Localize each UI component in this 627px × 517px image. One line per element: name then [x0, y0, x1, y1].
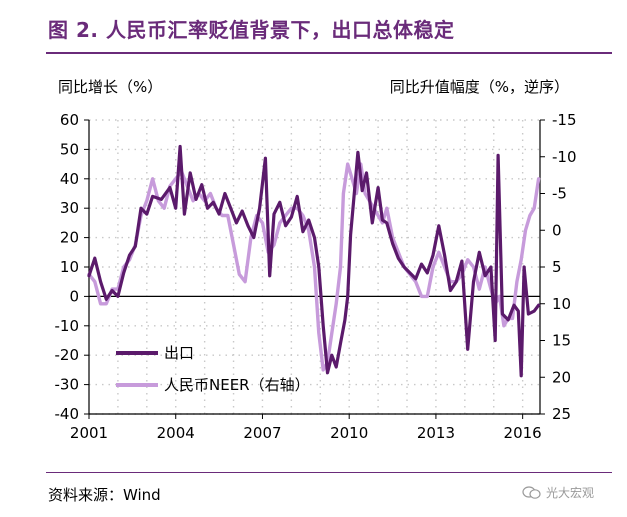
series-line-export: [87, 144, 541, 378]
right-tick-label: 20: [552, 368, 571, 386]
left-tick-label: 0: [69, 287, 79, 305]
left-tick-label: 20: [60, 229, 79, 247]
x-tick-label: 2013: [417, 424, 455, 442]
footer-divider: [46, 472, 612, 473]
x-tick-label: 2010: [330, 424, 368, 442]
left-tick-label: 30: [60, 199, 79, 217]
left-axis-label: 同比增长（%）: [58, 78, 162, 96]
left-tick-label: 60: [60, 111, 79, 129]
left-tick-label: -10: [55, 317, 80, 335]
legend-label: 出口: [164, 344, 194, 362]
line-chart: 同比增长（%） 同比升值幅度（%，逆序） 6050403020100-10-20…: [55, 78, 577, 442]
legend-label: 人民币NEER（右轴）: [164, 376, 310, 394]
wechat-icon: [522, 485, 541, 499]
tick-labels: 6050403020100-10-20-30-40-15-10-50510152…: [55, 111, 577, 442]
series-line-neer: [87, 162, 541, 372]
right-tick-label: -10: [552, 148, 577, 166]
axes: [84, 119, 545, 419]
watermark: 光大宏观: [522, 484, 594, 501]
title-divider: [46, 52, 612, 54]
right-axis-label: 同比升值幅度（%，逆序）: [390, 78, 569, 96]
right-tick-label: 15: [552, 332, 571, 350]
right-tick-label: 0: [552, 221, 562, 239]
x-tick-label: 2001: [70, 424, 108, 442]
left-tick-label: 50: [60, 140, 79, 158]
x-tick-label: 2016: [504, 424, 542, 442]
left-tick-label: -30: [55, 376, 80, 394]
source-note: 资料来源：Wind: [48, 486, 161, 504]
series-lines: [87, 144, 541, 378]
left-tick-label: 10: [60, 258, 79, 276]
right-tick-label: 10: [552, 295, 571, 313]
chart-title: 图 2. 人民币汇率贬值背景下，出口总体稳定: [48, 18, 455, 42]
right-tick-label: -5: [552, 185, 567, 203]
x-tick-label: 2007: [243, 424, 281, 442]
left-tick-label: 40: [60, 170, 79, 188]
watermark-text: 光大宏观: [546, 486, 595, 500]
left-tick-label: -40: [55, 405, 80, 423]
right-tick-label: -15: [552, 111, 577, 129]
x-tick-label: 2004: [157, 424, 195, 442]
right-tick-label: 5: [552, 258, 562, 276]
right-tick-label: 25: [552, 405, 571, 423]
left-tick-label: -20: [55, 346, 80, 364]
